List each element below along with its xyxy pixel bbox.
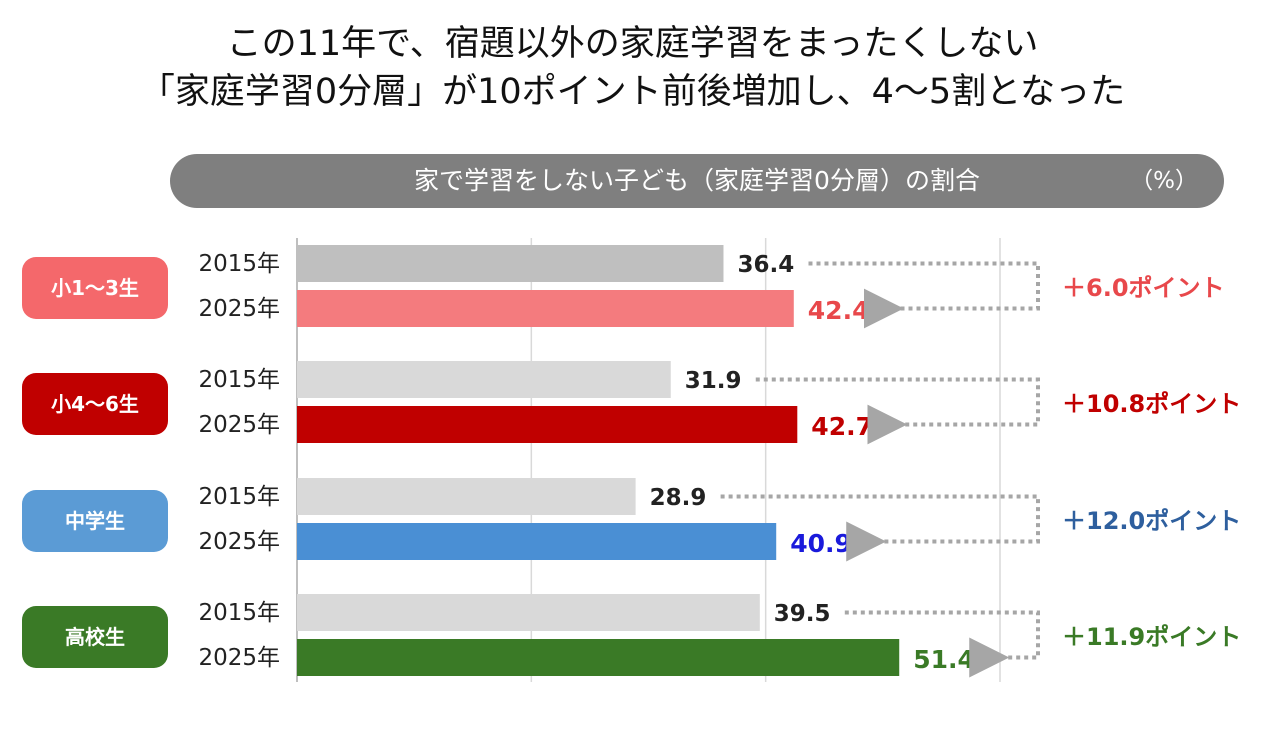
bar-2025 — [297, 639, 899, 676]
value-label-2015: 31.9 — [685, 368, 742, 394]
bar-2015 — [297, 361, 671, 398]
value-label-2015: 39.5 — [774, 601, 831, 627]
bar-2015 — [297, 478, 636, 515]
value-label-2025: 51.4 — [913, 645, 975, 674]
difference-label: ＋11.9ポイント — [1062, 623, 1241, 651]
bar-2025 — [297, 406, 797, 443]
bar-2025 — [297, 523, 776, 560]
value-label-2015: 36.4 — [737, 252, 794, 278]
value-label-2025: 42.7 — [811, 412, 873, 441]
difference-label: ＋10.8ポイント — [1062, 390, 1241, 418]
bar-2025 — [297, 290, 794, 327]
bar-2015 — [297, 245, 723, 282]
value-label-2025: 42.4 — [808, 296, 870, 325]
bar-2015 — [297, 594, 760, 631]
difference-arrow — [756, 380, 1038, 425]
difference-label: ＋12.0ポイント — [1062, 507, 1241, 535]
value-label-2015: 28.9 — [650, 485, 707, 511]
value-label-2025: 40.9 — [790, 529, 852, 558]
difference-label: ＋6.0ポイント — [1062, 274, 1225, 302]
